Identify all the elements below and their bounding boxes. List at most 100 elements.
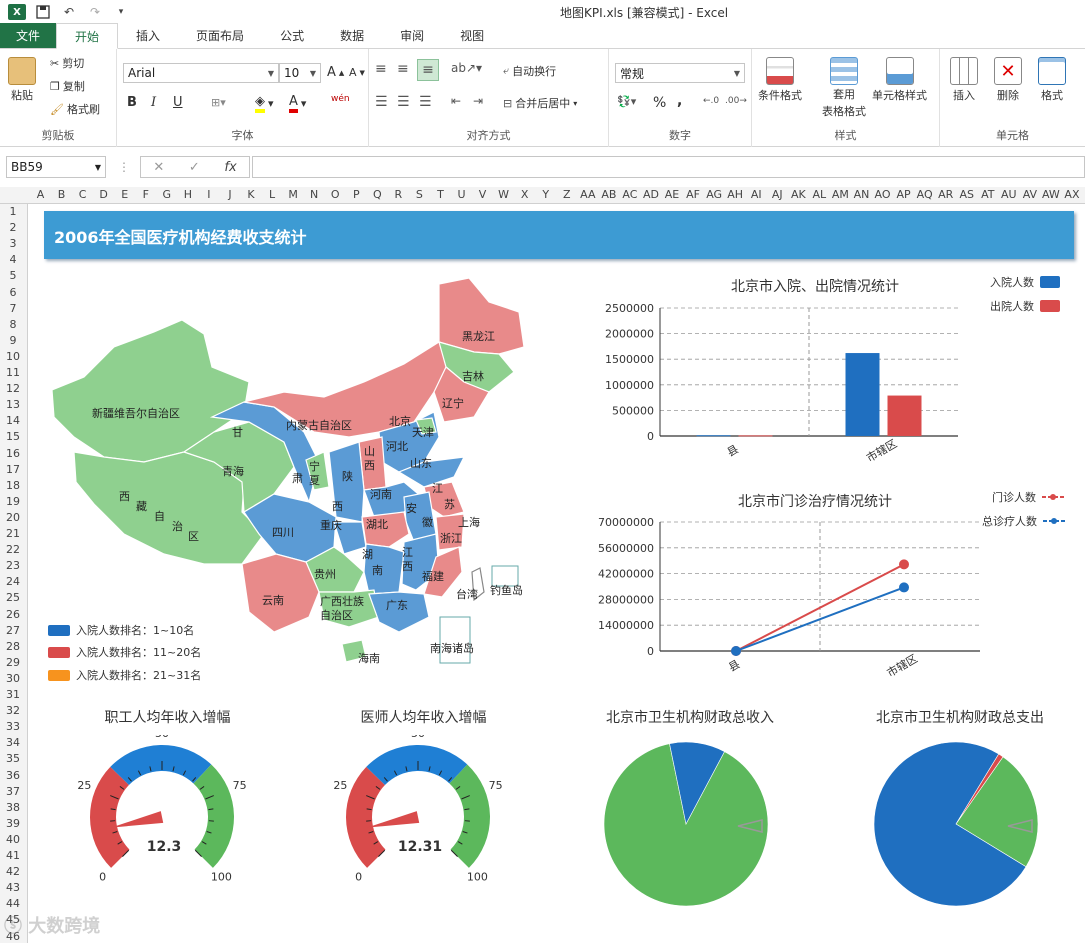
column-header[interactable]: AP [896,188,911,201]
column-header[interactable]: P [352,188,360,201]
column-header[interactable]: N [310,188,319,201]
row-header[interactable]: 4 [9,253,17,267]
format-as-table-button[interactable]: 套用 表格格式 [822,57,866,119]
paste-button[interactable]: 粘贴 [8,57,36,103]
column-header[interactable]: V [478,188,487,201]
column-header[interactable]: AW [1042,188,1060,201]
column-header[interactable]: B [57,188,66,201]
row-header[interactable]: 16 [6,446,20,460]
bold-button[interactable]: B [127,95,137,110]
row-header[interactable]: 34 [6,736,20,750]
column-header[interactable]: AL [812,188,827,201]
number-format-select[interactable]: 常规 ▼ [615,63,745,83]
column-header[interactable]: AD [642,188,659,201]
row-header[interactable]: 42 [6,865,20,879]
column-header[interactable]: I [207,188,211,201]
merge-center-button[interactable]: ⊟ 合并后居中 ▾ [503,96,578,111]
row-header[interactable]: 25 [6,591,20,605]
column-header[interactable]: AC [622,188,638,201]
increase-indent-icon[interactable]: ⇥ [473,94,484,108]
cancel-entry-icon[interactable]: ✕ [153,159,165,175]
row-header[interactable]: 18 [6,478,20,492]
format-painter-button[interactable]: 🖌 格式刷 [50,101,100,117]
tab-data[interactable]: 数据 [340,29,365,43]
column-header[interactable]: K [247,188,255,201]
column-header[interactable]: AE [664,188,680,201]
column-header[interactable]: C [78,188,87,201]
orientation-icon[interactable]: ab↗▾ [451,61,483,75]
column-header[interactable]: AB [601,188,617,201]
phonetic-icon[interactable]: wén [331,94,350,104]
row-header[interactable]: 39 [6,816,20,830]
row-header[interactable]: 11 [6,366,20,379]
conditional-format-button[interactable]: 条件格式 [758,57,802,103]
row-header[interactable]: 17 [6,462,20,476]
row-header[interactable]: 40 [6,832,20,846]
column-header[interactable]: X [520,188,529,201]
wrap-text-button[interactable]: ⤶ 自动换行 [503,63,556,79]
redo-icon[interactable]: ↷ [89,5,101,19]
row-header[interactable]: 1 [9,205,17,218]
row-header[interactable]: 38 [6,800,20,814]
row-header[interactable]: 15 [6,430,20,444]
tab-formulas[interactable]: 公式 [280,29,305,43]
increase-font-icon[interactable]: A ▲ [327,65,345,80]
column-header[interactable]: H [183,188,192,201]
column-header[interactable]: Z [563,188,571,201]
row-header[interactable]: 27 [6,623,20,637]
tab-insert[interactable]: 插入 [136,29,161,43]
column-header[interactable]: T [437,188,444,201]
row-header[interactable]: 21 [6,527,20,540]
row-header[interactable]: 44 [6,897,20,911]
italic-button[interactable]: I [151,95,157,110]
column-header[interactable]: W [498,188,510,201]
copy-button[interactable]: ❐ 复制 [50,78,85,94]
row-header[interactable]: 12 [6,382,20,396]
row-header[interactable]: 7 [9,301,17,315]
column-header[interactable]: AI [750,188,762,201]
column-header[interactable]: A [36,188,45,201]
row-header[interactable]: 22 [6,543,20,557]
row-header[interactable]: 2 [9,221,17,235]
column-header[interactable]: F [142,188,149,201]
align-top-icon[interactable]: ≡ [375,61,387,77]
cell-styles-button[interactable]: 单元格样式 [872,57,927,103]
row-header[interactable]: 45 [6,913,20,927]
column-header[interactable]: AJ [771,188,783,201]
column-header[interactable]: Y [542,188,550,201]
row-header[interactable]: 37 [6,784,20,798]
insert-function-button[interactable]: fx [224,159,237,175]
row-header[interactable]: 28 [6,639,20,653]
name-box[interactable]: BB59 ▼ [6,156,106,178]
font-name-select[interactable]: Arial ▼ [123,63,279,83]
undo-icon[interactable]: ↶ [63,5,75,19]
column-header[interactable]: AO [874,188,891,201]
row-header[interactable]: 20 [6,510,20,524]
column-header[interactable]: G [162,188,172,201]
currency-icon[interactable]: 💱▾ [617,95,637,108]
border-icon[interactable]: ⊞▾ [211,96,226,109]
row-header[interactable]: 23 [6,559,20,573]
percent-button[interactable]: % [653,95,667,111]
tab-file[interactable]: 文件 [0,23,57,48]
column-header[interactable]: AX [1064,188,1080,201]
column-header[interactable]: AF [686,188,700,201]
row-header[interactable]: 31 [6,688,20,701]
row-header[interactable]: 41 [6,849,20,862]
column-header[interactable]: AM [831,188,849,201]
tab-home[interactable]: 开始 [56,23,119,49]
decrease-indent-icon[interactable]: ⇤ [451,94,462,108]
column-header[interactable]: J [228,188,232,201]
align-bottom-icon[interactable]: ≡ [417,59,439,81]
row-header[interactable]: 19 [6,494,20,508]
column-header[interactable]: M [288,188,298,201]
tab-view[interactable]: 视图 [460,29,485,43]
delete-cells-button[interactable]: ✕ 删除 [994,57,1022,103]
row-header[interactable]: 5 [9,269,17,283]
column-header[interactable]: S [415,188,423,201]
column-header[interactable]: U [457,188,466,201]
underline-button[interactable]: U [173,95,183,110]
row-header[interactable]: 30 [6,671,20,685]
row-header[interactable]: 33 [6,720,20,734]
decrease-font-icon[interactable]: A ▼ [349,66,365,79]
